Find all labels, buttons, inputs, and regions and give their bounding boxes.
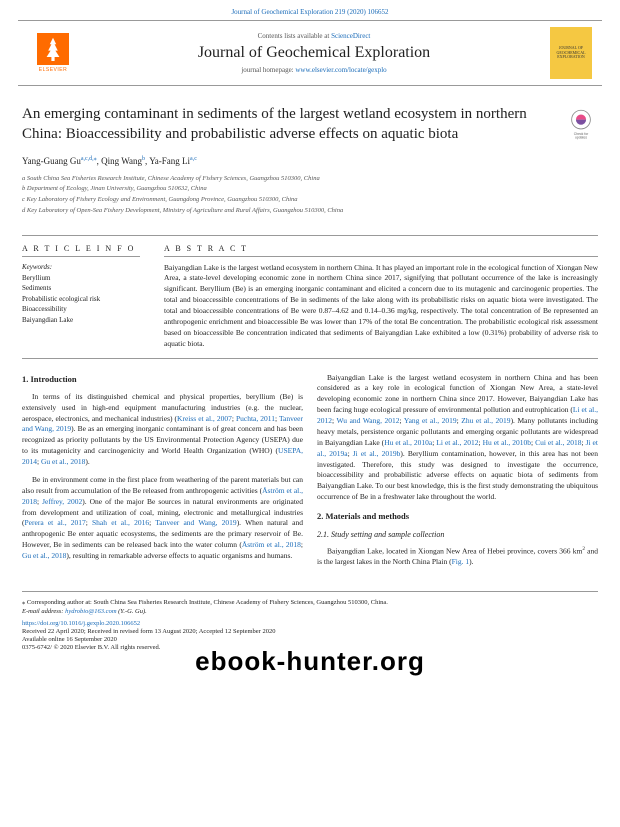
author-1: Yang-Guang Gu (22, 156, 81, 166)
page-container: Journal of Geochemical Exploration 219 (… (0, 0, 620, 683)
section-1-heading: 1. Introduction (22, 373, 303, 385)
section-2-heading: 2. Materials and methods (317, 510, 598, 522)
s21-paragraph-1: Baiyangdian Lake, located in Xiongan New… (317, 546, 598, 568)
check-updates-icon[interactable]: Check for updates (564, 106, 598, 140)
top-citation: Journal of Geochemical Exploration 219 (… (0, 0, 620, 20)
affiliations: a South China Sea Fisheries Research Ins… (22, 174, 598, 216)
keyword: Sediments (22, 283, 140, 294)
journal-cover-thumb: JOURNAL OF GEOCHEMICAL EXPLORATION (550, 27, 592, 79)
ref-link[interactable]: Zhu et al., 2019 (461, 416, 510, 425)
author-3: , Ya-Fang Li (145, 156, 190, 166)
email-line: E-mail address: hydrobio@163.com (Y.-G. … (22, 608, 598, 615)
article-header: Check for updates An emerging contaminan… (0, 86, 620, 225)
citation-link[interactable]: Journal of Geochemical Exploration 219 (… (231, 8, 388, 16)
keyword: Beryllium (22, 273, 140, 284)
ref-link[interactable]: Gu et al., 2018 (41, 457, 85, 466)
author-3-sup: a,c (190, 156, 197, 162)
column-right: Baiyangdian Lake is the largest wetland … (317, 373, 598, 576)
ref-link[interactable]: Li et al., 2012 (436, 438, 478, 447)
ref-link[interactable]: Ji et al., 2019b (353, 449, 401, 458)
keywords-label: Keywords: (22, 263, 140, 271)
watermark: ebook-hunter.org (0, 646, 620, 683)
ref-link[interactable]: Tanveer and Wang, 2019 (155, 518, 236, 527)
homepage-prefix: journal homepage: (241, 66, 295, 74)
abstract: A B S T R A C T Baiyangdian Lake is the … (152, 244, 598, 350)
ref-link[interactable]: Jeffrey, 2002 (42, 497, 82, 506)
article-title: An emerging contaminant in sediments of … (22, 104, 598, 145)
ref-link[interactable]: Shah et al., 2016 (92, 518, 149, 527)
journal-homepage: journal homepage: www.elsevier.com/locat… (86, 66, 542, 74)
column-left: 1. Introduction In terms of its distingu… (22, 373, 303, 576)
authors: Yang-Guang Gua,c,d,⁎, Qing Wangb, Ya-Fan… (22, 155, 598, 166)
author-1-sup: a,c,d,⁎ (81, 156, 97, 162)
ref-link[interactable]: Kreiss et al., 2007 (177, 414, 232, 423)
elsevier-tree-icon (37, 33, 69, 65)
keyword: Probabilistic ecological risk (22, 294, 140, 305)
s1-paragraph-2: Be in environment come in the first plac… (22, 475, 303, 562)
affiliation-c: c Key Laboratory of Fishery Ecology and … (22, 195, 598, 205)
corresponding-author: ⁎ Corresponding author at: South China S… (22, 598, 598, 606)
article-info-heading: A R T I C L E I N F O (22, 244, 140, 257)
ref-link[interactable]: Yang et al., 2019 (404, 416, 457, 425)
journal-banner: ELSEVIER Contents lists available at Sci… (18, 20, 602, 86)
available-line: Available online 16 September 2020 (22, 636, 598, 643)
s1-paragraph-1: In terms of its distinguished chemical a… (22, 392, 303, 468)
keyword: Baiyangdian Lake (22, 315, 140, 326)
homepage-link[interactable]: www.elsevier.com/locate/gexplo (295, 66, 386, 74)
email-link[interactable]: hydrobio@163.com (65, 608, 116, 615)
ref-link[interactable]: Hu et al., 2010a (384, 438, 432, 447)
ref-link[interactable]: Puchta, 2011 (236, 414, 275, 423)
contents-prefix: Contents lists available at (258, 32, 332, 40)
body-columns: 1. Introduction In terms of its distingu… (0, 359, 620, 586)
doi-link[interactable]: https://doi.org/10.1016/j.gexplo.2020.10… (22, 620, 140, 627)
ref-link[interactable]: Fig. 1 (452, 557, 470, 566)
ref-link[interactable]: Wu and Wang, 2012 (337, 416, 400, 425)
sciencedirect-link[interactable]: ScienceDirect (331, 32, 370, 40)
ref-link[interactable]: Åström et al., 2018 (242, 540, 301, 549)
keywords-list: Beryllium Sediments Probabilistic ecolog… (22, 273, 140, 326)
ref-link[interactable]: Hu et al., 2010b (483, 438, 531, 447)
elsevier-text: ELSEVIER (39, 67, 67, 73)
keyword: Bioaccessibility (22, 304, 140, 315)
article-info: A R T I C L E I N F O Keywords: Berylliu… (22, 244, 152, 350)
journal-center: Contents lists available at ScienceDirec… (78, 32, 550, 74)
author-2: , Qing Wang (97, 156, 142, 166)
section-21-heading: 2.1. Study setting and sample collection (317, 529, 598, 541)
doi-line: https://doi.org/10.1016/j.gexplo.2020.10… (22, 620, 598, 627)
col2-paragraph-1: Baiyangdian Lake is the largest wetland … (317, 373, 598, 504)
journal-title: Journal of Geochemical Exploration (86, 44, 542, 62)
dates-line: Received 22 April 2020; Received in revi… (22, 628, 598, 635)
info-abstract-row: A R T I C L E I N F O Keywords: Berylliu… (22, 235, 598, 359)
abstract-text: Baiyangdian Lake is the largest wetland … (164, 263, 598, 350)
ref-link[interactable]: Gu et al., 2018 (22, 551, 66, 560)
affiliation-b: b Department of Ecology, Jinan Universit… (22, 184, 598, 194)
svg-text:updates: updates (575, 135, 587, 139)
ref-link[interactable]: Cui et al., 2018 (535, 438, 581, 447)
ref-link[interactable]: Perera et al., 2017 (25, 518, 86, 527)
abstract-heading: A B S T R A C T (164, 244, 598, 257)
affiliation-a: a South China Sea Fisheries Research Ins… (22, 174, 598, 184)
contents-line: Contents lists available at ScienceDirec… (86, 32, 542, 40)
affiliation-d: d Key Laboratory of Open-Sea Fishery Dev… (22, 206, 598, 216)
elsevier-logo: ELSEVIER (28, 28, 78, 78)
